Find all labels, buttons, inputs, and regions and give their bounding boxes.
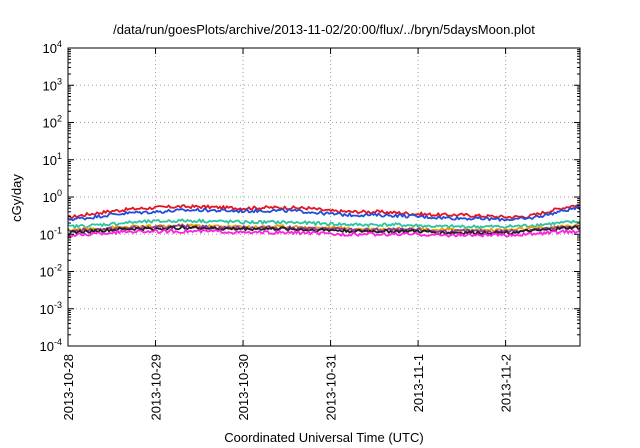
series-line <box>67 218 581 230</box>
y-tick-label: 103 <box>43 76 62 93</box>
y-tick-label: 10-1 <box>40 225 62 242</box>
series-line <box>67 204 581 220</box>
x-axis-label: Coordinated Universal Time (UTC) <box>224 430 423 445</box>
x-tick-label: 2013-11-1 <box>411 354 426 412</box>
y-tick-label: 104 <box>43 39 62 56</box>
chart-title: /data/run/goesPlots/archive/2013-11-02/2… <box>113 22 535 37</box>
series-line <box>67 228 581 239</box>
y-axis-label: cGy/day <box>9 174 24 222</box>
y-tick-label: 100 <box>43 188 62 205</box>
x-tick-label: 2013-10-28 <box>61 354 76 421</box>
series-line <box>67 205 581 222</box>
x-tick-label: 2013-10-29 <box>149 354 164 421</box>
y-tick-label: 10-2 <box>40 263 62 280</box>
y-tick-label: 10-4 <box>40 337 62 354</box>
x-tick-label: 2013-10-31 <box>324 354 339 421</box>
series-layer <box>67 204 581 239</box>
y-tick-label: 101 <box>43 151 62 168</box>
x-axis: 2013-10-28 2013-10-29 2013-10-30 2013-10-31… <box>61 48 514 421</box>
x-tick-label: 2013-10-30 <box>236 354 251 421</box>
x-tick-label: 2013-11-2 <box>499 354 514 412</box>
y-axis: 10-4 10-3 10-2 10-1 100 101 102 103 104 <box>40 39 580 354</box>
y-tick-label: 102 <box>43 114 62 131</box>
y-tick-label: 10-3 <box>40 300 62 317</box>
grid <box>68 48 580 346</box>
